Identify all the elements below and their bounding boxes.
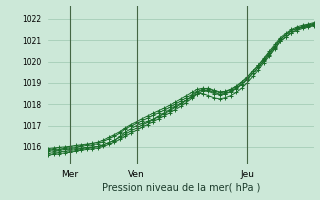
X-axis label: Pression niveau de la mer( hPa ): Pression niveau de la mer( hPa )	[102, 182, 260, 192]
